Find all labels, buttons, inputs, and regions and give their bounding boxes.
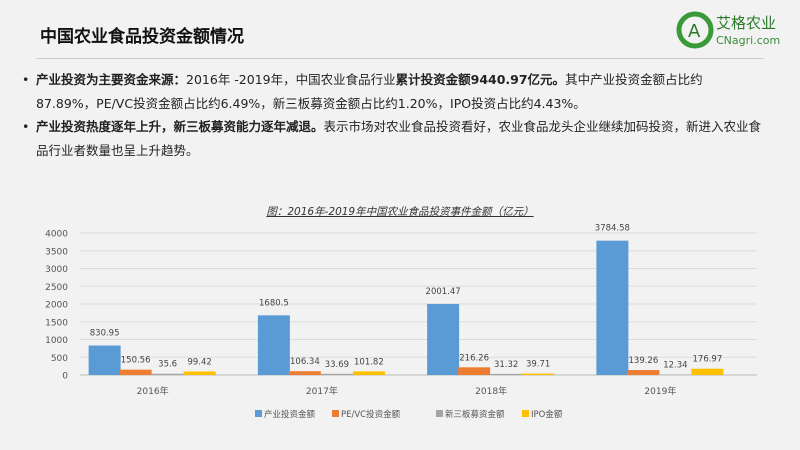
bar <box>288 371 321 375</box>
data-label: 2001.47 <box>426 287 461 297</box>
x-tick-label: 2017年 <box>306 385 338 397</box>
legend-swatch <box>332 410 339 417</box>
x-tick-label: 2018年 <box>475 385 507 397</box>
legend-swatch <box>522 410 529 417</box>
y-tick-label: 2500 <box>45 283 68 293</box>
bar <box>427 303 460 375</box>
logo-domain: CNagri.com <box>716 34 781 47</box>
logo-icon: A <box>676 11 714 49</box>
legend-label: PE/VC投资金额 <box>341 409 401 420</box>
data-label: 33.69 <box>325 360 349 370</box>
bar <box>522 373 555 375</box>
bullet-item: 产业投资为主要资金来源：2016年 -2019年，中国农业食品行业累计投资金额9… <box>22 68 762 115</box>
x-tick-label: 2019年 <box>644 385 676 397</box>
bar <box>627 370 660 375</box>
logo: A 艾格农业 CNagri.com <box>676 10 796 50</box>
y-tick-label: 500 <box>51 354 68 364</box>
legend-label: 新三板募资金额 <box>445 409 505 420</box>
bar <box>490 373 523 375</box>
bar <box>88 345 121 375</box>
y-tick-label: 4000 <box>45 230 68 240</box>
bullet-heading: 产业投资热度逐年上升，新三板募资能力逐年减退。 <box>36 119 324 134</box>
chart-title: 图：2016年-2019年中国农业食品投资事件金额（亿元） <box>266 206 534 218</box>
bar <box>691 368 724 375</box>
y-tick-label: 3000 <box>45 265 68 275</box>
svg-text:A: A <box>688 21 701 42</box>
data-label: 12.34 <box>663 361 687 371</box>
bar <box>458 367 491 375</box>
bullet-list: 产业投资为主要资金来源：2016年 -2019年，中国农业食品行业累计投资金额9… <box>22 68 762 162</box>
title-divider <box>36 58 764 59</box>
y-tick-label: 1500 <box>45 318 68 328</box>
legend-label: IPO金额 <box>531 409 563 420</box>
bar <box>257 315 290 375</box>
legend-swatch <box>436 410 443 417</box>
bar <box>151 373 184 375</box>
y-tick-label: 3500 <box>45 247 68 257</box>
data-label: 830.95 <box>90 329 120 339</box>
data-label: 139.26 <box>629 356 659 366</box>
bullet-text: 累计投资金额9440.97亿元。 <box>395 72 566 87</box>
bar <box>320 373 353 375</box>
data-label: 99.42 <box>187 357 211 367</box>
data-label: 216.26 <box>459 353 489 363</box>
bar <box>183 371 216 375</box>
bullet-heading: 产业投资为主要资金来源： <box>36 72 187 87</box>
bullet-text: 表示市场对农业食品投资看好，农业食品龙头企业继续加码投资，新进入农业食品行业者数… <box>36 119 762 158</box>
data-label: 1680.5 <box>259 298 289 308</box>
bullet-text: 2016年 -2019年，中国农业食品行业 <box>186 72 396 87</box>
bullet-item: 产业投资热度逐年上升，新三板募资能力逐年减退。表示市场对农业食品投资看好，农业食… <box>22 115 762 162</box>
bar <box>352 371 385 375</box>
bar <box>596 240 629 375</box>
legend-label: 产业投资金额 <box>264 409 316 420</box>
y-tick-label: 1000 <box>45 336 68 346</box>
data-label: 31.32 <box>494 360 518 370</box>
logo-text: 艾格农业 <box>716 14 777 32</box>
bar <box>119 369 152 375</box>
data-label: 39.71 <box>526 360 550 370</box>
data-label: 150.56 <box>121 356 151 366</box>
x-tick-label: 2016年 <box>137 385 169 397</box>
y-tick-label: 2000 <box>45 301 68 311</box>
data-label: 35.6 <box>158 360 177 370</box>
page-title: 中国农业食品投资金额情况 <box>40 27 244 47</box>
legend-swatch <box>255 410 262 417</box>
data-label: 101.82 <box>354 357 384 367</box>
data-label: 106.34 <box>290 357 320 367</box>
data-label: 3784.58 <box>595 224 630 234</box>
bullet-text: 其中产业投资金额占比约87.89%，PE/VC投资金额占比约6.49%，新三板募… <box>36 72 703 111</box>
y-tick-label: 0 <box>62 372 68 382</box>
data-label: 176.97 <box>693 355 723 365</box>
